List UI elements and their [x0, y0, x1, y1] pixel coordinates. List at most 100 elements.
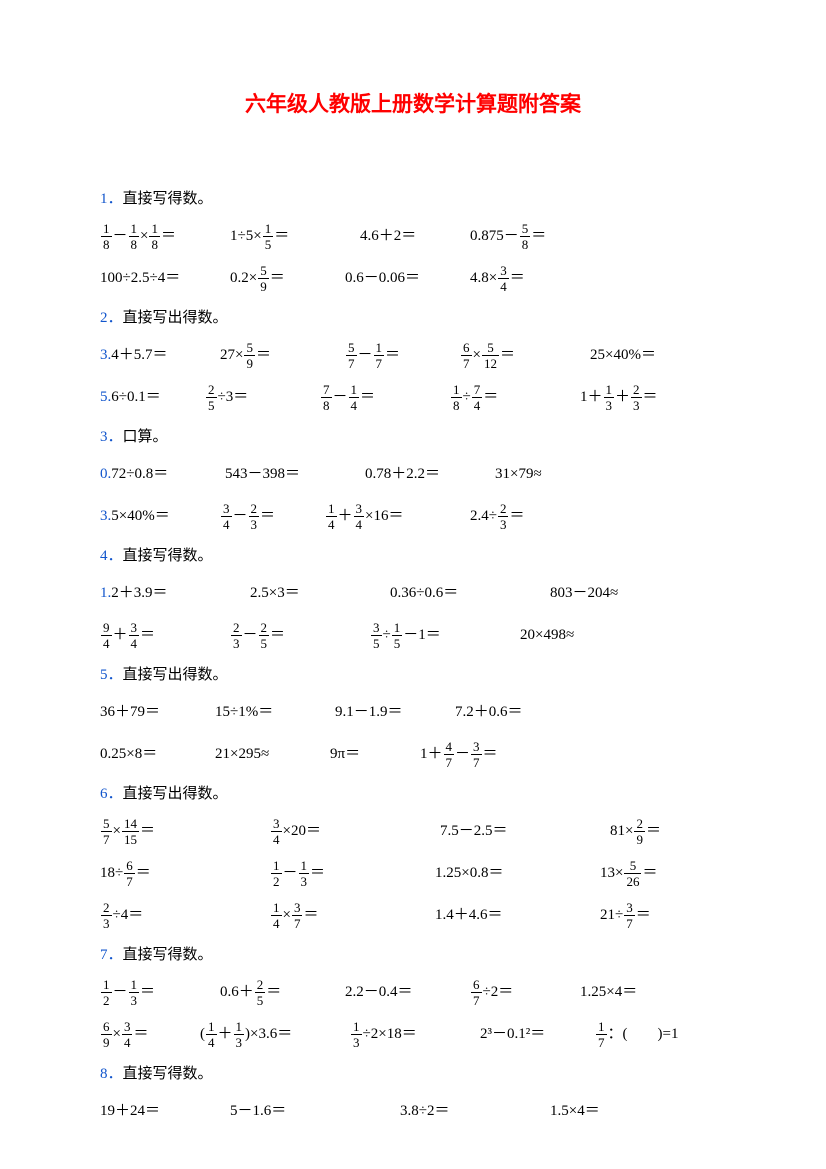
- expr: 27×59＝: [220, 341, 345, 370]
- expr: 9.1－1.9＝: [335, 702, 455, 723]
- section-num: 7．: [100, 947, 123, 963]
- expr: 81×29＝: [610, 817, 661, 846]
- s6-row2: 18÷67＝ 12－13＝ 1.25×0.8＝ 13×526＝: [100, 857, 726, 889]
- section-5-header: 5．直接写出得数。: [100, 665, 726, 686]
- expr: 14＋34×16＝: [325, 502, 470, 531]
- expr: 1.5×4＝: [550, 1101, 600, 1122]
- s3-row2: 3.5×40%＝ 34－23＝ 14＋34×16＝ 2.4÷23＝: [100, 500, 726, 532]
- section-label: 直接写出得数。: [123, 310, 228, 326]
- expr: 3.5×40%＝: [100, 506, 220, 527]
- expr: 57－17＝: [345, 341, 460, 370]
- s1-row2: 100÷2.5÷4＝ 0.2×59＝ 0.6－0.06＝ 4.8×34＝: [100, 262, 726, 294]
- expr: 1÷5×15＝: [230, 222, 360, 251]
- expr: 5.6÷0.1＝: [100, 387, 205, 408]
- s5-row1: 36＋79＝ 15÷1%＝ 9.1－1.9＝ 7.2＋0.6＝: [100, 696, 726, 728]
- section-3-header: 3．口算。: [100, 427, 726, 448]
- s7-row1: 12－13＝ 0.6＋25＝ 2.2－0.4＝ 67÷2＝ 1.25×4＝: [100, 976, 726, 1008]
- expr: 9π＝: [330, 744, 420, 765]
- expr: 18÷67＝: [100, 859, 270, 888]
- expr: 19＋24＝: [100, 1101, 230, 1122]
- expr: 69×34＝: [100, 1020, 200, 1049]
- expr: 67×512＝: [460, 341, 590, 370]
- expr: 1.25×0.8＝: [435, 863, 600, 884]
- section-label: 直接写出得数。: [123, 667, 228, 683]
- section-4-header: 4．直接写得数。: [100, 546, 726, 567]
- section-num: 3．: [100, 429, 123, 445]
- s8-row1: 19＋24＝ 5－1.6＝ 3.8÷2＝ 1.5×4＝: [100, 1095, 726, 1127]
- expr: 17：( )=1: [595, 1020, 678, 1049]
- expr: 35÷15－1＝: [370, 621, 520, 650]
- expr: 57×1415＝: [100, 817, 270, 846]
- expr: 0.36÷0.6＝: [390, 583, 550, 604]
- expr: 2.4÷23＝: [470, 502, 525, 531]
- expr: 12－13＝: [100, 978, 220, 1007]
- expr: 20×498≈: [520, 625, 574, 646]
- section-1-header: 1．直接写得数。: [100, 189, 726, 210]
- s6-row3: 23÷4＝ 14×37＝ 1.4＋4.6＝ 21÷37＝: [100, 899, 726, 931]
- expr: 23－25＝: [230, 621, 370, 650]
- section-label: 直接写得数。: [123, 191, 213, 207]
- expr: 4.6＋2＝: [360, 226, 470, 247]
- expr: 0.875－58＝: [470, 222, 546, 251]
- section-label: 直接写出得数。: [123, 786, 228, 802]
- expr: 94＋34＝: [100, 621, 230, 650]
- expr: 100÷2.5÷4＝: [100, 268, 230, 289]
- expr: 0.6－0.06＝: [345, 268, 470, 289]
- section-label: 口算。: [123, 429, 168, 445]
- expr: 0.78＋2.2＝: [365, 464, 495, 485]
- expr: 0.25×8＝: [100, 744, 215, 765]
- s2-row2: 5.6÷0.1＝ 25÷3＝ 78－14＝ 18÷74＝ 1＋13＋23＝: [100, 381, 726, 413]
- expr: 78－14＝: [320, 383, 450, 412]
- expr: 18－18×18＝: [100, 222, 230, 251]
- expr: 23÷4＝: [100, 901, 270, 930]
- section-num: 8．: [100, 1066, 123, 1082]
- expr: 25÷3＝: [205, 383, 320, 412]
- expr: 13÷2×18＝: [350, 1020, 480, 1049]
- section-6-header: 6．直接写出得数。: [100, 784, 726, 805]
- expr: 0.6＋25＝: [220, 978, 345, 1007]
- expr: 36＋79＝: [100, 702, 215, 723]
- expr: 2.5×3＝: [250, 583, 390, 604]
- expr: 2.2－0.4＝: [345, 982, 470, 1003]
- s1-row1: 18－18×18＝ 1÷5×15＝ 4.6＋2＝ 0.875－58＝: [100, 220, 726, 252]
- section-num: 1．: [100, 191, 123, 207]
- section-num: 2．: [100, 310, 123, 326]
- expr: 2³－0.1²＝: [480, 1024, 595, 1045]
- expr: 25×40%＝: [590, 345, 656, 366]
- expr: 7.5－2.5＝: [440, 821, 610, 842]
- s2-row1: 3.4＋5.7＝ 27×59＝ 57－17＝ 67×512＝ 25×40%＝: [100, 339, 726, 371]
- expr: (14＋13)×3.6＝: [200, 1020, 350, 1049]
- expr: 1＋47－37＝: [420, 740, 498, 769]
- section-num: 6．: [100, 786, 123, 802]
- expr: 1.25×4＝: [580, 982, 637, 1003]
- section-label: 直接写得数。: [123, 1066, 213, 1082]
- expr: 21÷37＝: [600, 901, 651, 930]
- section-label: 直接写得数。: [123, 947, 213, 963]
- expr: 803－204≈: [550, 583, 618, 604]
- s4-row2: 94＋34＝ 23－25＝ 35÷15－1＝ 20×498≈: [100, 619, 726, 651]
- expr: 13×526＝: [600, 859, 657, 888]
- expr: 1＋13＋23＝: [580, 383, 658, 412]
- expr: 4.8×34＝: [470, 264, 525, 293]
- expr: 31×79≈: [495, 464, 542, 485]
- section-num: 5．: [100, 667, 123, 683]
- s5-row2: 0.25×8＝ 21×295≈ 9π＝ 1＋47－37＝: [100, 738, 726, 770]
- expr: 0.72÷0.8＝: [100, 464, 225, 485]
- expr: 1.2＋3.9＝: [100, 583, 250, 604]
- expr: 21×295≈: [215, 744, 330, 765]
- s6-row1: 57×1415＝ 34×20＝ 7.5－2.5＝ 81×29＝: [100, 815, 726, 847]
- s4-row1: 1.2＋3.9＝ 2.5×3＝ 0.36÷0.6＝ 803－204≈: [100, 577, 726, 609]
- expr: 67÷2＝: [470, 978, 580, 1007]
- expr: 12－13＝: [270, 859, 435, 888]
- expr: 0.2×59＝: [230, 264, 345, 293]
- section-2-header: 2．直接写出得数。: [100, 308, 726, 329]
- expr: 3.4＋5.7＝: [100, 345, 220, 366]
- expr: 7.2＋0.6＝: [455, 702, 523, 723]
- page-title: 六年级人教版上册数学计算题附答案: [100, 90, 726, 119]
- expr: 34×20＝: [270, 817, 440, 846]
- section-num: 4．: [100, 548, 123, 564]
- expr: 5－1.6＝: [230, 1101, 400, 1122]
- expr: 15÷1%＝: [215, 702, 335, 723]
- s7-row2: 69×34＝ (14＋13)×3.6＝ 13÷2×18＝ 2³－0.1²＝ 17…: [100, 1018, 726, 1050]
- expr: 14×37＝: [270, 901, 435, 930]
